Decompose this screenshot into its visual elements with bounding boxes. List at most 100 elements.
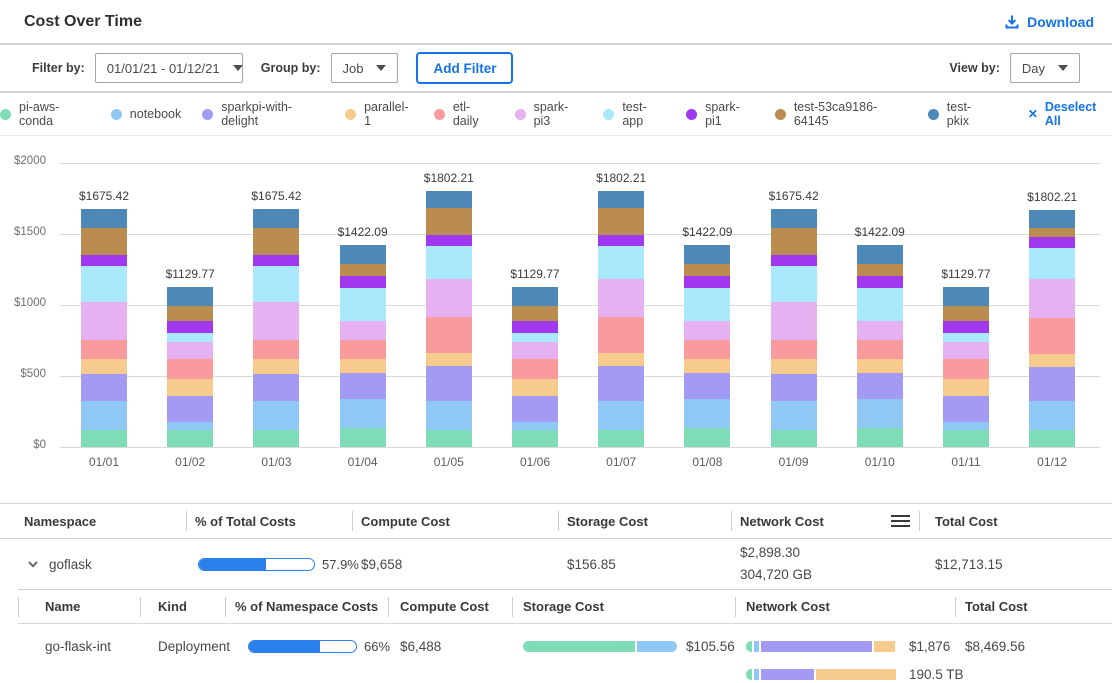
bar-segment-test-pkix[interactable] [943, 287, 989, 306]
bar-segment-test-pkix[interactable] [512, 287, 558, 306]
bar-segment-test-app[interactable] [1029, 248, 1075, 280]
bar-segment-spark-pi1[interactable] [340, 276, 386, 288]
header-cell-storage-cost[interactable]: Storage Cost [558, 504, 731, 538]
bar-segment-spark-pi3[interactable] [340, 321, 386, 340]
bar-segment-test-53ca9186-64145[interactable] [598, 208, 644, 236]
bar-segment-test-app[interactable] [167, 333, 213, 342]
bar-segment-sparkpi-with-delight[interactable] [167, 396, 213, 422]
bar-column[interactable] [684, 245, 730, 447]
bar-column[interactable] [1029, 210, 1075, 447]
header-cell-total-cost[interactable]: Total Cost [919, 504, 1112, 538]
legend-item[interactable]: spark-pi3 [515, 100, 583, 128]
bar-segment-spark-pi1[interactable] [167, 321, 213, 333]
workload-row[interactable]: go-flask-int Deployment 66% $6,488 $105.… [18, 624, 1112, 683]
bar-segment-test-53ca9186-64145[interactable] [771, 228, 817, 256]
bar-segment-spark-pi3[interactable] [512, 342, 558, 359]
header-cell-network-cost[interactable]: Network Cost [731, 504, 919, 538]
bar-segment-parallel-1[interactable] [167, 379, 213, 396]
bar-segment-etl-daily[interactable] [1029, 318, 1075, 355]
header-cell-pct-of-total[interactable]: % of Total Costs [186, 504, 352, 538]
bar-segment-test-app[interactable] [81, 266, 127, 302]
bar-column[interactable] [340, 245, 386, 447]
group-by-select[interactable]: Job [331, 53, 399, 83]
header-cell-pct-of-namespace[interactable]: % of Namespace Costs [225, 590, 388, 623]
legend-item[interactable]: etl-daily [434, 100, 494, 128]
download-button[interactable]: Download [1004, 14, 1094, 30]
bar-segment-spark-pi1[interactable] [857, 276, 903, 288]
header-cell-namespace[interactable]: Namespace [0, 504, 186, 538]
bar-column[interactable] [857, 245, 903, 447]
bar-segment-spark-pi1[interactable] [1029, 237, 1075, 248]
bar-segment-etl-daily[interactable] [253, 340, 299, 359]
bar-segment-notebook[interactable] [340, 399, 386, 428]
bar-segment-etl-daily[interactable] [598, 317, 644, 354]
bar-segment-test-pkix[interactable] [1029, 210, 1075, 227]
bar-segment-sparkpi-with-delight[interactable] [81, 374, 127, 401]
bar-segment-sparkpi-with-delight[interactable] [771, 374, 817, 401]
bar-segment-sparkpi-with-delight[interactable] [512, 396, 558, 422]
bar-segment-spark-pi1[interactable] [771, 255, 817, 265]
bar-segment-notebook[interactable] [512, 422, 558, 430]
bar-column[interactable] [943, 287, 989, 447]
bar-segment-parallel-1[interactable] [1029, 354, 1075, 367]
bar-segment-test-53ca9186-64145[interactable] [943, 306, 989, 321]
header-cell-network-cost[interactable]: Network Cost [735, 590, 955, 623]
bar-segment-parallel-1[interactable] [771, 359, 817, 374]
bar-segment-pi-aws-conda[interactable] [857, 428, 903, 447]
bar-segment-spark-pi1[interactable] [684, 276, 730, 288]
bar-segment-sparkpi-with-delight[interactable] [598, 366, 644, 401]
bar-segment-parallel-1[interactable] [943, 379, 989, 396]
bar-segment-sparkpi-with-delight[interactable] [943, 396, 989, 422]
bar-segment-spark-pi1[interactable] [598, 235, 644, 246]
bar-segment-test-app[interactable] [512, 333, 558, 342]
bar-segment-spark-pi3[interactable] [943, 342, 989, 359]
bar-segment-sparkpi-with-delight[interactable] [1029, 367, 1075, 401]
bar-segment-test-pkix[interactable] [253, 209, 299, 227]
bar-segment-pi-aws-conda[interactable] [426, 430, 472, 447]
bar-segment-notebook[interactable] [771, 401, 817, 430]
bar-column[interactable] [81, 209, 127, 447]
bar-segment-pi-aws-conda[interactable] [340, 428, 386, 447]
bar-segment-spark-pi1[interactable] [943, 321, 989, 333]
header-cell-total-cost[interactable]: Total Cost [955, 590, 1112, 623]
bar-segment-test-53ca9186-64145[interactable] [512, 306, 558, 321]
bar-segment-notebook[interactable] [167, 422, 213, 430]
bar-segment-parallel-1[interactable] [598, 353, 644, 366]
bar-segment-notebook[interactable] [684, 399, 730, 428]
bar-segment-pi-aws-conda[interactable] [943, 430, 989, 447]
bar-column[interactable] [598, 191, 644, 447]
bar-segment-notebook[interactable] [598, 401, 644, 430]
bar-segment-spark-pi3[interactable] [1029, 279, 1075, 317]
bar-segment-notebook[interactable] [426, 401, 472, 430]
legend-item[interactable]: test-53ca9186-64145 [775, 100, 907, 128]
legend-item[interactable]: test-pkix [928, 100, 991, 128]
bar-segment-etl-daily[interactable] [81, 340, 127, 359]
header-cell-compute-cost[interactable]: Compute Cost [352, 504, 558, 538]
bar-segment-parallel-1[interactable] [340, 359, 386, 373]
bar-segment-test-53ca9186-64145[interactable] [1029, 228, 1075, 237]
bar-segment-test-53ca9186-64145[interactable] [167, 306, 213, 321]
bar-segment-spark-pi3[interactable] [253, 302, 299, 341]
bar-segment-test-app[interactable] [771, 266, 817, 302]
bar-segment-test-pkix[interactable] [598, 191, 644, 208]
bar-segment-test-53ca9186-64145[interactable] [81, 228, 127, 256]
header-cell-name[interactable]: Name [18, 590, 140, 623]
date-range-select[interactable]: 01/01/21 - 01/12/21 [95, 53, 243, 83]
bar-segment-spark-pi1[interactable] [512, 321, 558, 333]
bar-column[interactable] [512, 287, 558, 447]
bar-segment-test-53ca9186-64145[interactable] [857, 264, 903, 276]
bar-segment-notebook[interactable] [81, 401, 127, 430]
bar-segment-etl-daily[interactable] [684, 340, 730, 359]
bar-segment-test-app[interactable] [857, 288, 903, 321]
bar-segment-test-app[interactable] [943, 333, 989, 342]
bar-segment-pi-aws-conda[interactable] [167, 430, 213, 447]
bar-column[interactable] [771, 209, 817, 447]
header-cell-storage-cost[interactable]: Storage Cost [512, 590, 735, 623]
bar-segment-pi-aws-conda[interactable] [598, 430, 644, 447]
bar-segment-pi-aws-conda[interactable] [1029, 430, 1075, 447]
bar-segment-etl-daily[interactable] [771, 340, 817, 359]
bar-segment-test-app[interactable] [598, 246, 644, 279]
bar-segment-test-pkix[interactable] [684, 245, 730, 264]
bar-segment-parallel-1[interactable] [426, 353, 472, 366]
bar-segment-test-app[interactable] [684, 288, 730, 321]
